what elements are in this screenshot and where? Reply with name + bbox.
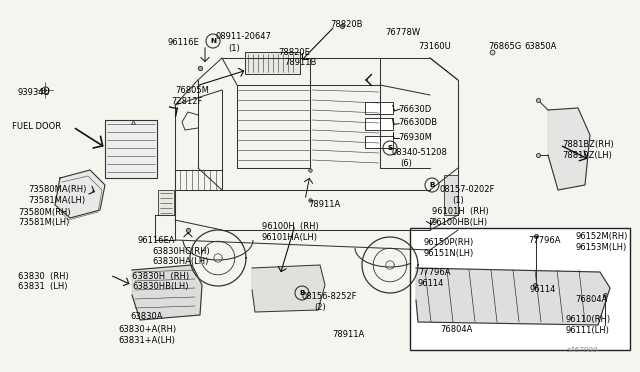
Text: 63830  (RH): 63830 (RH): [18, 272, 68, 281]
Text: 63830+A(RH): 63830+A(RH): [118, 325, 176, 334]
Text: 78820B: 78820B: [330, 20, 362, 29]
Text: B: B: [300, 290, 305, 296]
Text: 73581M(LH): 73581M(LH): [18, 218, 69, 227]
Text: 7881BZ(RH): 7881BZ(RH): [562, 140, 614, 149]
Text: 76805M: 76805M: [175, 86, 209, 95]
Text: 73581MA(LH): 73581MA(LH): [28, 196, 85, 205]
Text: (6): (6): [400, 159, 412, 168]
Polygon shape: [548, 108, 590, 190]
Text: 96150P(RH): 96150P(RH): [424, 238, 474, 247]
Text: 73160U: 73160U: [418, 42, 451, 51]
Text: 96153M(LH): 96153M(LH): [575, 243, 627, 252]
Text: 63830A: 63830A: [130, 312, 163, 321]
Bar: [365, 118, 393, 130]
Text: 73580MA(RH): 73580MA(RH): [28, 185, 86, 194]
Text: 63831+A(LH): 63831+A(LH): [118, 336, 175, 345]
Text: 63830HA(LH): 63830HA(LH): [152, 257, 209, 266]
Text: 78911A: 78911A: [332, 330, 364, 339]
Bar: [444, 175, 458, 215]
Text: 96116EA: 96116EA: [138, 236, 175, 245]
Text: 96114: 96114: [530, 285, 556, 294]
Text: 73580M(RH): 73580M(RH): [18, 208, 70, 217]
Text: 77796A: 77796A: [528, 236, 561, 245]
Bar: [365, 102, 393, 114]
Text: 78911A: 78911A: [308, 200, 340, 209]
Text: 77796A: 77796A: [418, 268, 451, 277]
Text: 08911-20647: 08911-20647: [216, 32, 272, 41]
Bar: [410, 228, 630, 350]
Text: 08157-0202F: 08157-0202F: [440, 185, 495, 194]
Text: 96116E: 96116E: [168, 38, 200, 47]
Text: 76930M: 76930M: [398, 133, 432, 142]
Text: N: N: [210, 38, 216, 44]
Text: 72812F: 72812F: [171, 97, 202, 106]
Text: 96151N(LH): 96151N(LH): [424, 249, 474, 258]
Text: 78911B: 78911B: [284, 58, 316, 67]
Text: 93934U: 93934U: [18, 88, 51, 97]
Text: 96114: 96114: [418, 279, 444, 288]
Polygon shape: [416, 268, 610, 325]
Text: (2): (2): [314, 303, 326, 312]
Text: s767000: s767000: [566, 347, 598, 353]
Text: 78820E: 78820E: [278, 48, 310, 57]
Polygon shape: [55, 170, 105, 218]
Text: 63830H  (RH): 63830H (RH): [132, 272, 189, 281]
Text: 96110(RH): 96110(RH): [565, 315, 610, 324]
Text: 76865G: 76865G: [488, 42, 521, 51]
Text: 76778W: 76778W: [385, 28, 420, 37]
Text: (1): (1): [452, 196, 464, 205]
Text: 78819Z(LH): 78819Z(LH): [562, 151, 612, 160]
Text: 76804A: 76804A: [575, 295, 607, 304]
Text: 76804A: 76804A: [440, 325, 472, 334]
Text: 76630D: 76630D: [398, 105, 431, 114]
Text: 76630DB: 76630DB: [398, 118, 437, 127]
Text: 08340-51208: 08340-51208: [392, 148, 448, 157]
Polygon shape: [252, 265, 325, 312]
Text: 96101HA(LH): 96101HA(LH): [262, 233, 318, 242]
Bar: [365, 136, 393, 148]
Bar: [158, 190, 174, 215]
Text: 63850A: 63850A: [524, 42, 556, 51]
Text: 63830HC(RH): 63830HC(RH): [152, 247, 210, 256]
Text: 63831  (LH): 63831 (LH): [18, 282, 67, 291]
Bar: [245, 52, 300, 74]
Bar: [105, 120, 157, 178]
Text: 96100HB(LH): 96100HB(LH): [432, 218, 488, 227]
Text: 96152M(RH): 96152M(RH): [575, 232, 627, 241]
Text: 96100H  (RH): 96100H (RH): [262, 222, 319, 231]
Text: 96111(LH): 96111(LH): [565, 326, 609, 335]
Text: 96101H  (RH): 96101H (RH): [432, 207, 489, 216]
Text: S: S: [387, 145, 392, 151]
Text: 63830HB(LH): 63830HB(LH): [132, 282, 189, 291]
Text: 08156-8252F: 08156-8252F: [302, 292, 358, 301]
Text: (1): (1): [228, 44, 240, 53]
Text: FUEL DOOR: FUEL DOOR: [12, 122, 61, 131]
Text: B: B: [429, 182, 435, 188]
Polygon shape: [132, 265, 202, 320]
